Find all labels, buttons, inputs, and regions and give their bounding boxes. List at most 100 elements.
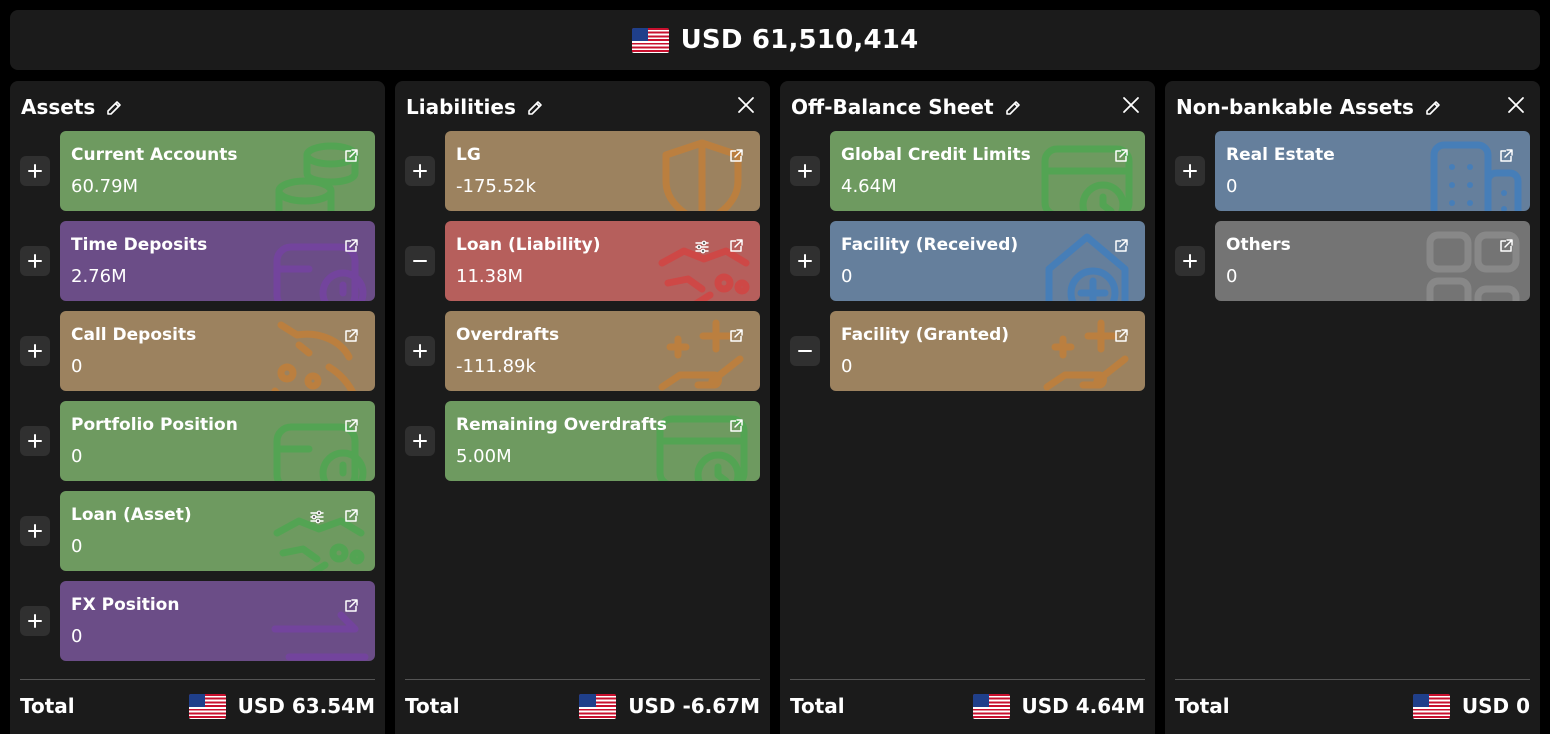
item-row-fx-position: FX Position 0 (20, 581, 375, 661)
close-icon[interactable] (1506, 95, 1526, 115)
item-card-facility-received[interactable]: Facility (Received) 0 (830, 221, 1145, 301)
external-link-icon[interactable] (343, 238, 359, 254)
expand-plus-button[interactable] (1175, 246, 1205, 276)
expand-plus-button[interactable] (20, 336, 50, 366)
total-amount: USD 63.54M (237, 694, 375, 718)
item-card-lg[interactable]: LG -175.52k (445, 131, 760, 211)
item-row-others: Others 0 (1175, 221, 1530, 301)
portfolio-total-bar: USD 61,510,414 (10, 10, 1540, 70)
item-value: 0 (71, 356, 83, 377)
expand-plus-button[interactable] (20, 426, 50, 456)
item-card-current-accounts[interactable]: Current Accounts 60.79M (60, 131, 375, 211)
close-icon[interactable] (736, 95, 756, 115)
item-card-fx-position[interactable]: FX Position 0 (60, 581, 375, 661)
external-link-icon[interactable] (1113, 328, 1129, 344)
us-flag-icon (579, 693, 617, 719)
column-title: Off-Balance Sheet (791, 95, 994, 119)
item-label: Call Deposits (71, 325, 197, 345)
external-link-icon[interactable] (343, 418, 359, 434)
item-value: 0 (71, 446, 83, 467)
external-link-icon[interactable] (1498, 238, 1514, 254)
item-card-loan-asset[interactable]: Loan (Asset) 0 (60, 491, 375, 571)
settings-sliders-icon[interactable] (694, 239, 710, 255)
expand-plus-button[interactable] (405, 426, 435, 456)
expand-plus-button[interactable] (790, 246, 820, 276)
item-row-loan-asset: Loan (Asset) 0 (20, 491, 375, 571)
edit-pencil-icon[interactable] (1004, 98, 1022, 116)
item-row-remaining-overdrafts: Remaining Overdrafts 5.00M (405, 401, 760, 481)
external-link-icon[interactable] (728, 238, 744, 254)
divider (405, 679, 760, 680)
us-flag-icon (188, 693, 226, 719)
expand-plus-button[interactable] (20, 156, 50, 186)
item-row-portfolio-position: Portfolio Position 0 (20, 401, 375, 481)
item-value: 0 (841, 356, 853, 377)
item-label: Loan (Asset) (71, 505, 192, 525)
item-label: Global Credit Limits (841, 145, 1031, 165)
divider (20, 679, 375, 680)
external-link-icon[interactable] (1113, 238, 1129, 254)
external-link-icon[interactable] (1498, 148, 1514, 164)
external-link-icon[interactable] (343, 598, 359, 614)
expand-plus-button[interactable] (20, 516, 50, 546)
collapse-minus-button[interactable] (405, 246, 435, 276)
expand-plus-button[interactable] (20, 246, 50, 276)
item-value: 0 (1226, 266, 1238, 287)
edit-pencil-icon[interactable] (105, 98, 123, 116)
item-value: 0 (71, 536, 83, 557)
column-title: Liabilities (406, 95, 516, 119)
portfolio-total-amount: USD 61,510,414 (680, 25, 919, 55)
item-card-remaining-overdrafts[interactable]: Remaining Overdrafts 5.00M (445, 401, 760, 481)
edit-pencil-icon[interactable] (526, 98, 544, 116)
column-total: Total USD 63.54M (20, 691, 375, 721)
item-value: 0 (1226, 176, 1238, 197)
external-link-icon[interactable] (343, 148, 359, 164)
item-label: Time Deposits (71, 235, 208, 255)
item-label: Remaining Overdrafts (456, 415, 667, 435)
item-value: 4.64M (841, 176, 897, 197)
settings-sliders-icon[interactable] (309, 509, 325, 525)
column-assets: Assets Current Accounts 60.79M Time Deposit… (10, 81, 385, 734)
column-header: Liabilities (406, 93, 758, 121)
item-card-facility-granted[interactable]: Facility (Granted) 0 (830, 311, 1145, 391)
external-link-icon[interactable] (343, 328, 359, 344)
column-header: Off-Balance Sheet (791, 93, 1143, 121)
collapse-minus-button[interactable] (790, 336, 820, 366)
item-card-global-credit-limits[interactable]: Global Credit Limits 4.64M (830, 131, 1145, 211)
total-label: Total (20, 694, 75, 718)
close-icon[interactable] (1121, 95, 1141, 115)
item-card-loan-liability[interactable]: Loan (Liability) 11.38M (445, 221, 760, 301)
column-title: Non-bankable Assets (1176, 95, 1414, 119)
edit-pencil-icon[interactable] (1424, 98, 1442, 116)
expand-plus-button[interactable] (405, 156, 435, 186)
divider (790, 679, 1145, 680)
card-clock-icon (1041, 145, 1133, 211)
item-card-real-estate[interactable]: Real Estate 0 (1215, 131, 1530, 211)
item-card-time-deposits[interactable]: Time Deposits 2.76M (60, 221, 375, 301)
expand-plus-button[interactable] (20, 606, 50, 636)
external-link-icon[interactable] (1113, 148, 1129, 164)
column-header: Non-bankable Assets (1176, 93, 1528, 121)
divider (1175, 679, 1530, 680)
external-link-icon[interactable] (343, 508, 359, 524)
item-card-call-deposits[interactable]: Call Deposits 0 (60, 311, 375, 391)
expand-plus-button[interactable] (1175, 156, 1205, 186)
house-plus-icon (1045, 233, 1129, 301)
wallet-clock-icon (273, 243, 367, 301)
item-value: 0 (841, 266, 853, 287)
item-label: Others (1226, 235, 1291, 255)
external-link-icon[interactable] (728, 328, 744, 344)
item-card-overdrafts[interactable]: Overdrafts -111.89k (445, 311, 760, 391)
handshake-icon (273, 517, 365, 571)
item-label: Real Estate (1226, 145, 1335, 165)
item-label: Facility (Granted) (841, 325, 1010, 345)
item-card-others[interactable]: Others 0 (1215, 221, 1530, 301)
card-clock-icon (656, 415, 748, 481)
expand-plus-button[interactable] (790, 156, 820, 186)
item-card-portfolio-position[interactable]: Portfolio Position 0 (60, 401, 375, 481)
piggy-bank-icon (271, 321, 357, 391)
external-link-icon[interactable] (728, 418, 744, 434)
total-amount: USD -6.67M (628, 694, 760, 718)
expand-plus-button[interactable] (405, 336, 435, 366)
external-link-icon[interactable] (728, 148, 744, 164)
